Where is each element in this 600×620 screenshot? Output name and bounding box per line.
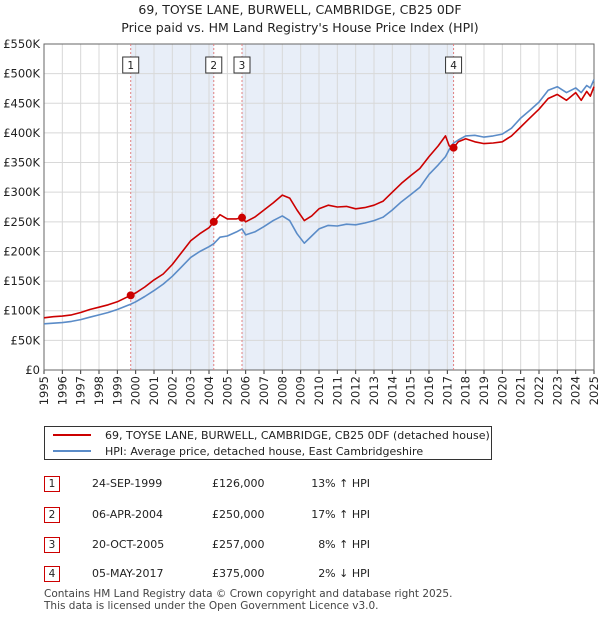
x-tick-label: 2011 — [330, 376, 344, 405]
chart-title-line1: 69, TOYSE LANE, BURWELL, CAMBRIDGE, CB25… — [138, 2, 462, 17]
y-tick-label: £50K — [11, 333, 41, 347]
x-tick-label: 1998 — [92, 376, 106, 405]
legend-label-property: 69, TOYSE LANE, BURWELL, CAMBRIDGE, CB25… — [105, 428, 490, 442]
legend-item-property: 69, TOYSE LANE, BURWELL, CAMBRIDGE, CB25… — [53, 427, 490, 443]
table-row: 4 05-MAY-2017 £375,000 2% ↓ HPI — [0, 566, 600, 586]
sale-label-box-2 — [205, 56, 223, 74]
sale-hpi-diff: 17% ↑ HPI — [311, 508, 370, 521]
x-tick-label: 2023 — [550, 376, 564, 405]
chart-title-line2: Price paid vs. HM Land Registry's House … — [121, 20, 479, 35]
y-tick-label: £300K — [3, 185, 40, 199]
sale-label-text-1: 1 — [127, 60, 134, 72]
table-row: 2 06-APR-2004 £250,000 17% ↑ HPI — [0, 507, 600, 527]
x-tick-label: 2000 — [129, 376, 143, 405]
footer-attribution: Contains HM Land Registry data © Crown c… — [44, 588, 452, 612]
sale-label-box-3 — [233, 56, 251, 74]
x-tick-label: 1995 — [37, 376, 51, 405]
sale-price: £126,000 — [212, 477, 265, 490]
legend-label-hpi: HPI: Average price, detached house, East… — [105, 444, 424, 458]
x-tick-label: 2003 — [184, 376, 198, 405]
y-tick-label: £500K — [3, 67, 40, 81]
sale-point-4 — [449, 143, 458, 152]
sale-point-1 — [126, 291, 135, 300]
sale-number-badge: 3 — [44, 537, 60, 553]
sale-label-text-2: 2 — [210, 60, 217, 72]
sale-label-box-4 — [445, 56, 463, 74]
x-tick-label: 2004 — [202, 376, 216, 405]
x-tick-label: 2025 — [587, 376, 600, 405]
sale-date: 24-SEP-1999 — [92, 477, 163, 490]
y-tick-label: £0 — [25, 363, 40, 377]
sale-date: 05-MAY-2017 — [92, 567, 164, 580]
x-tick-label: 2018 — [459, 376, 473, 405]
series-line-hpi — [43, 79, 595, 325]
x-tick-label: 2020 — [495, 376, 509, 405]
sale-price: £250,000 — [212, 508, 265, 521]
y-tick-label: £450K — [3, 96, 40, 110]
sale-number-badge: 4 — [44, 566, 60, 582]
sale-label-box-1 — [122, 56, 140, 74]
legend: 69, TOYSE LANE, BURWELL, CAMBRIDGE, CB25… — [44, 426, 492, 460]
sale-hpi-diff: 2% ↓ HPI — [318, 567, 370, 580]
x-tick-label: 2019 — [477, 376, 491, 405]
y-tick-label: £200K — [3, 244, 40, 258]
sale-hpi-diff: 8% ↑ HPI — [318, 538, 370, 551]
y-tick-label: £150K — [3, 274, 40, 288]
sale-hpi-diff: 13% ↑ HPI — [311, 477, 370, 490]
table-row: 3 20-OCT-2005 £257,000 8% ↑ HPI — [0, 537, 600, 557]
y-tick-label: £100K — [3, 304, 40, 318]
y-tick-label: £400K — [3, 126, 40, 140]
x-tick-label: 2010 — [312, 376, 326, 405]
legend-swatch-property — [53, 434, 91, 436]
sale-date: 06-APR-2004 — [92, 508, 164, 521]
series-line-property — [43, 86, 595, 319]
x-tick-label: 2014 — [385, 376, 399, 405]
sale-date: 20-OCT-2005 — [92, 538, 165, 551]
legend-swatch-hpi — [53, 450, 91, 452]
x-tick-label: 2017 — [440, 376, 454, 405]
sale-point-3 — [238, 213, 246, 222]
sale-number-badge: 1 — [44, 476, 60, 492]
sale-price: £375,000 — [212, 567, 265, 580]
x-tick-label: 2024 — [569, 376, 583, 405]
table-row: 1 24-SEP-1999 £126,000 13% ↑ HPI — [0, 476, 600, 496]
x-tick-label: 2016 — [422, 376, 436, 405]
x-tick-label: 2021 — [514, 376, 528, 405]
sale-label-text-4: 4 — [450, 60, 457, 72]
sale-label-text-3: 3 — [239, 60, 246, 72]
sale-price: £257,000 — [212, 538, 265, 551]
y-tick-label: £250K — [3, 215, 40, 229]
x-tick-label: 2009 — [294, 376, 308, 405]
x-tick-label: 2015 — [404, 376, 418, 405]
x-tick-label: 1999 — [110, 376, 124, 405]
x-tick-label: 2012 — [349, 376, 363, 405]
sale-number-badge: 2 — [44, 507, 60, 523]
plot-border — [43, 43, 595, 371]
legend-item-hpi: HPI: Average price, detached house, East… — [53, 443, 423, 459]
x-tick-label: 2002 — [165, 376, 179, 405]
x-tick-label: 2006 — [239, 376, 253, 405]
y-tick-label: £550K — [3, 37, 40, 51]
x-tick-label: 2022 — [532, 376, 546, 405]
x-tick-label: 2005 — [220, 376, 234, 405]
x-tick-label: 2013 — [367, 376, 381, 405]
x-tick-label: 1997 — [74, 376, 88, 405]
sale-point-2 — [209, 217, 218, 226]
x-tick-label: 2008 — [275, 376, 289, 405]
x-tick-label: 2001 — [147, 376, 161, 405]
x-tick-label: 1996 — [55, 376, 69, 405]
footer-line-licence: This data is licensed under the Open Gov… — [44, 600, 379, 612]
y-tick-label: £350K — [3, 156, 40, 170]
x-tick-label: 2007 — [257, 376, 271, 405]
footer-line-copyright: Contains HM Land Registry data © Crown c… — [44, 588, 453, 600]
price-chart: £0 £50K £100K £150K £200K £250K £300K £350K £400… — [3, 37, 600, 405]
